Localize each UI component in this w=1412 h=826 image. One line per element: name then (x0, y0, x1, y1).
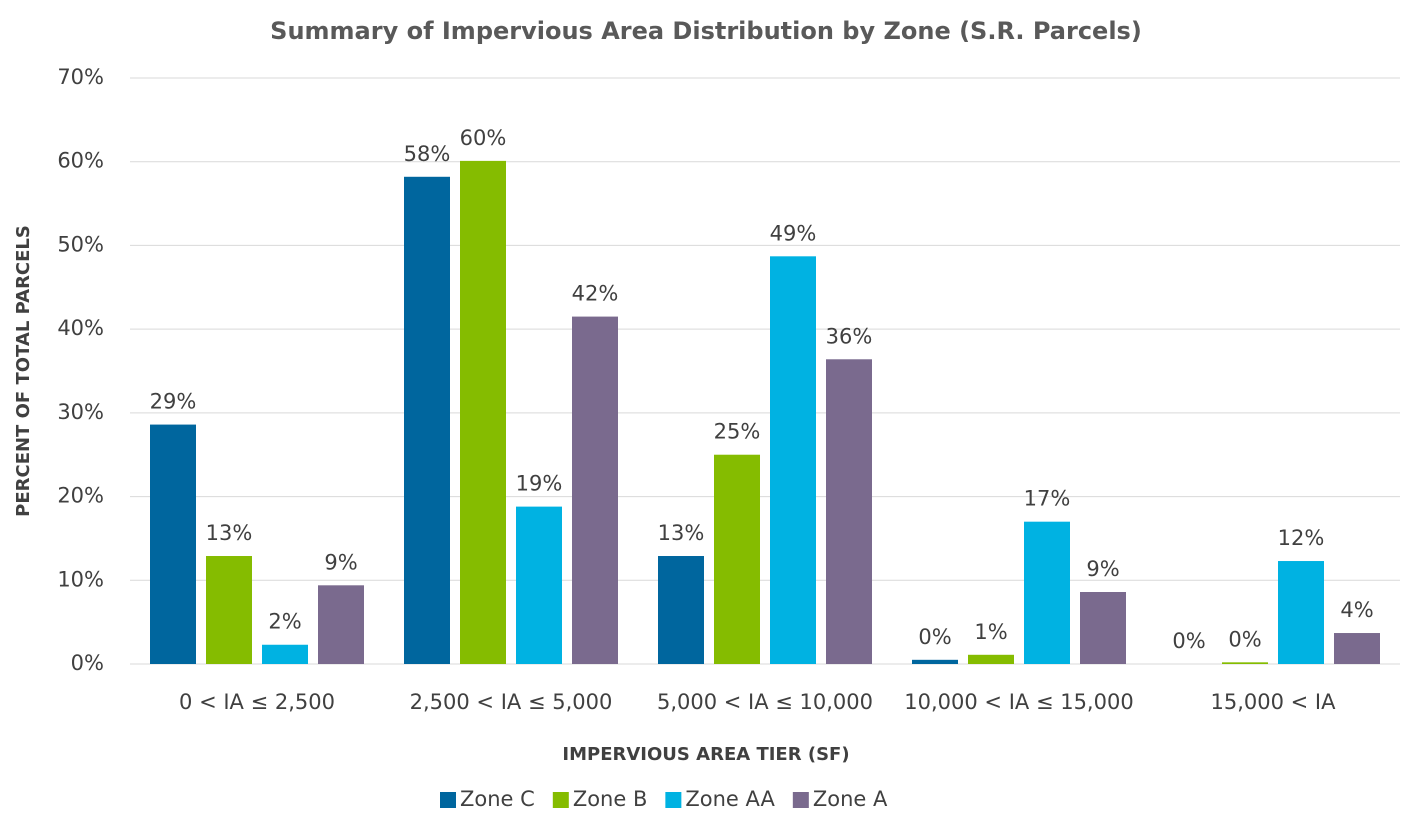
data-label: 0% (918, 625, 951, 649)
bar (968, 654, 1014, 664)
y-tick-label: 10% (57, 567, 104, 591)
bar (516, 506, 562, 664)
legend-swatch (552, 792, 569, 808)
y-tick-label: 30% (57, 400, 104, 424)
legend-swatch (792, 792, 809, 808)
data-label: 42% (572, 282, 619, 306)
bar (1222, 662, 1268, 664)
data-label: 2% (268, 610, 301, 634)
data-label: 17% (1024, 487, 1071, 511)
y-tick-label: 20% (57, 484, 104, 508)
data-label: 36% (826, 324, 873, 348)
data-label: 9% (1086, 557, 1119, 581)
bar (912, 659, 958, 664)
bar (572, 316, 618, 664)
data-label: 19% (516, 472, 563, 496)
data-label: 25% (714, 420, 761, 444)
data-label: 29% (150, 390, 197, 414)
legend-swatch (440, 792, 456, 808)
x-tick-label: 5,000 < IA ≤ 10,000 (657, 690, 873, 714)
y-tick-label: 0% (71, 651, 104, 675)
bar (1278, 561, 1324, 664)
data-label: 13% (658, 521, 705, 545)
bar (150, 424, 196, 664)
bar (1080, 592, 1126, 664)
data-label: 60% (460, 126, 507, 150)
bar (206, 556, 252, 664)
bar (658, 556, 704, 664)
legend-label: Zone AA (685, 787, 775, 811)
x-tick-label: 10,000 < IA ≤ 15,000 (904, 690, 1133, 714)
legend-swatch (665, 792, 682, 808)
y-tick-label: 60% (57, 149, 104, 173)
data-label: 4% (1340, 598, 1373, 622)
bar (826, 359, 872, 664)
bar (770, 256, 816, 664)
legend-label: Zone B (573, 787, 648, 811)
bar (714, 454, 760, 664)
x-tick-label: 15,000 < IA (1211, 690, 1337, 714)
data-label: 9% (324, 550, 357, 574)
bar (1334, 633, 1380, 664)
data-label: 12% (1278, 526, 1325, 550)
legend-label: Zone C (460, 787, 535, 811)
data-label: 58% (404, 142, 451, 166)
x-tick-label: 2,500 < IA ≤ 5,000 (410, 690, 613, 714)
bar (262, 644, 308, 664)
legend-label: Zone A (813, 787, 888, 811)
y-tick-label: 50% (57, 232, 104, 256)
data-label: 1% (974, 620, 1007, 644)
x-axis-title: IMPERVIOUS AREA TIER (SF) (562, 744, 849, 765)
data-label: 13% (206, 521, 253, 545)
y-axis-title: PERCENT OF TOTAL PARCELS (13, 225, 34, 517)
data-label: 0% (1172, 629, 1205, 653)
y-tick-label: 40% (57, 316, 104, 340)
data-label: 49% (770, 221, 817, 245)
y-tick-label: 70% (57, 65, 104, 89)
data-label: 0% (1228, 627, 1261, 651)
bar (318, 585, 364, 664)
chart-title: Summary of Impervious Area Distribution … (270, 17, 1142, 45)
x-tick-label: 0 < IA ≤ 2,500 (179, 690, 335, 714)
bar (404, 176, 450, 665)
bar (460, 160, 506, 664)
bar (1024, 521, 1070, 664)
